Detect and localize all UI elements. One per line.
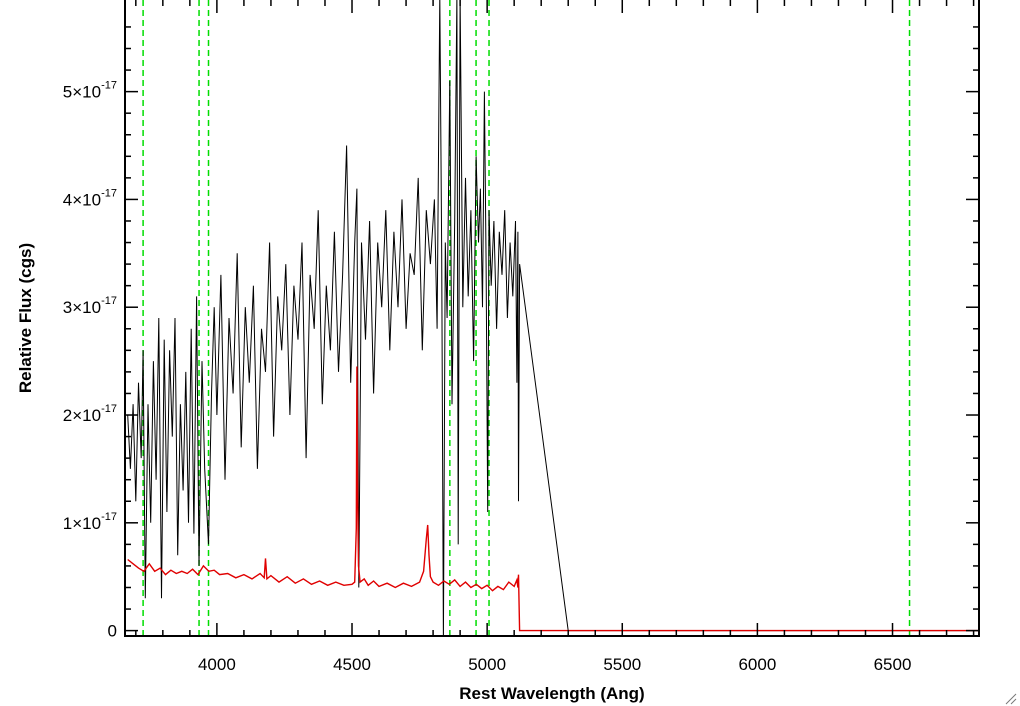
x-tick-label: 5000 <box>468 655 506 674</box>
resize-grip-icon[interactable] <box>1005 693 1017 705</box>
y-tick-label: 2×10-17 <box>63 403 117 425</box>
series-line-1 <box>127 366 979 632</box>
y-axis-title: Relative Flux (cgs) <box>16 243 35 393</box>
y-axis: 0 1×10-17 2×10-17 3×10-17 4×10-17 5×10-17 <box>63 26 979 641</box>
x-tick-label: 6500 <box>874 655 912 674</box>
plot-frame <box>124 0 980 637</box>
x-axis-title: Rest Wavelength (Ang) <box>459 684 644 703</box>
y-tick-label: 1×10-17 <box>63 511 117 533</box>
y-tick-label: 4×10-17 <box>63 187 117 209</box>
series-line-0 <box>127 0 979 636</box>
y-tick-label: 5×10-17 <box>63 80 117 102</box>
x-tick-label: 6000 <box>738 655 776 674</box>
x-tick-label: 4000 <box>198 655 236 674</box>
x-tick-label: 4500 <box>333 655 371 674</box>
series-layer <box>127 0 979 636</box>
x-tick-label: 5500 <box>603 655 641 674</box>
y-tick-label: 3×10-17 <box>63 295 117 317</box>
y-tick-label: 0 <box>108 622 117 641</box>
x-axis: 4000 4500 5000 5500 6000 6500 <box>135 0 975 674</box>
